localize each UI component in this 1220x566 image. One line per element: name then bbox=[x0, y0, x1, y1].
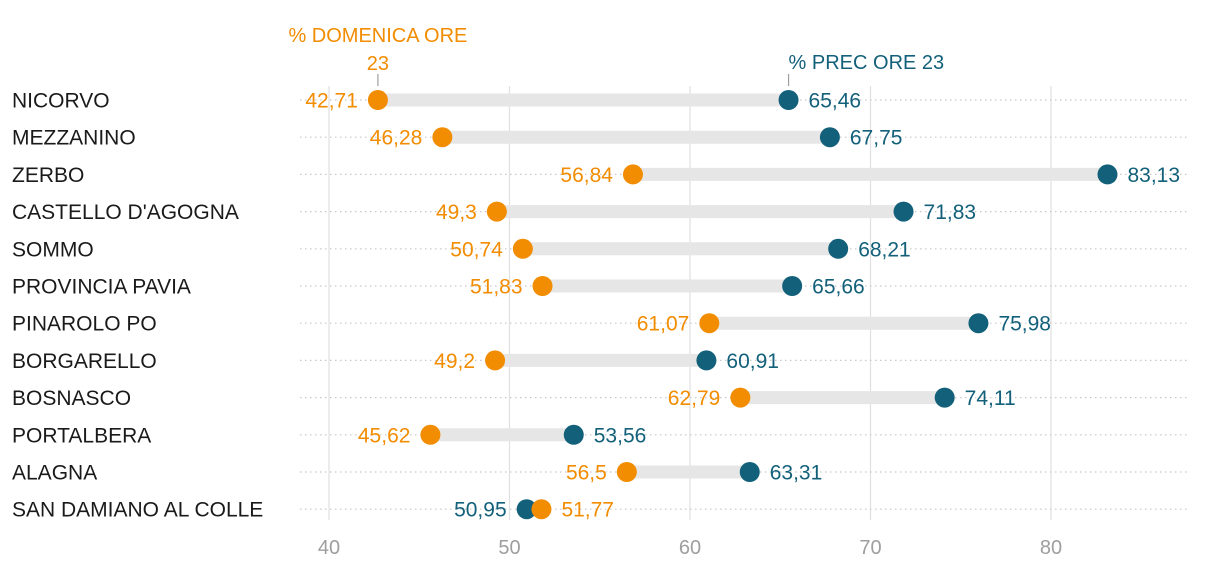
sunday-value-label: 45,62 bbox=[358, 424, 411, 447]
prev-point bbox=[968, 313, 989, 334]
prev-point bbox=[1097, 164, 1118, 185]
row-label: PROVINCIA PAVIA bbox=[12, 276, 191, 299]
prev-point bbox=[739, 462, 760, 482]
sunday-point bbox=[532, 276, 553, 296]
sunday-point bbox=[622, 164, 643, 185]
x-tick-label: 40 bbox=[318, 537, 340, 559]
label-layer: NICORVO 42,71 65,46 MEZZANINO 46,28 67,75 ZERB… bbox=[12, 90, 1180, 522]
sunday-value-label: 51,83 bbox=[470, 276, 523, 299]
row-label: SAN DAMIANO AL COLLE bbox=[12, 499, 263, 522]
sunday-point bbox=[699, 313, 720, 334]
dot-layer bbox=[367, 90, 1118, 520]
x-tick-label: 70 bbox=[859, 537, 881, 559]
row-label: BORGARELLO bbox=[12, 350, 157, 373]
prev-point bbox=[782, 276, 803, 296]
prev-value-label: 65,46 bbox=[809, 90, 862, 113]
sunday-value-label: 49,2 bbox=[434, 350, 475, 373]
row-label: CASTELLO D'AGOGNA bbox=[12, 201, 239, 224]
sunday-point bbox=[531, 499, 552, 520]
sunday-series-label: % DOMENICA ORE bbox=[288, 25, 467, 47]
row-label: MEZZANINO bbox=[12, 127, 136, 150]
sunday-value-label: 50,74 bbox=[450, 238, 503, 261]
prev-value-label: 68,21 bbox=[858, 238, 911, 261]
sunday-point bbox=[486, 201, 507, 222]
sunday-value-label: 56,84 bbox=[560, 164, 613, 187]
prev-value-label: 75,98 bbox=[998, 313, 1051, 336]
prev-point bbox=[828, 238, 849, 259]
prev-point bbox=[778, 90, 799, 110]
prev-value-label: 50,95 bbox=[454, 499, 507, 522]
bar-layer bbox=[377, 93, 1108, 516]
row-label: PINAROLO PO bbox=[12, 313, 157, 336]
sunday-point bbox=[420, 424, 441, 445]
sunday-point bbox=[367, 90, 388, 110]
sunday-value-label: 61,07 bbox=[637, 313, 690, 336]
prev-value-label: 83,13 bbox=[1127, 164, 1180, 187]
sunday-value-label: 46,28 bbox=[370, 127, 423, 150]
prev-point bbox=[934, 387, 955, 408]
prev-value-label: 65,66 bbox=[812, 276, 865, 299]
sunday-point bbox=[730, 387, 751, 408]
sunday-point bbox=[485, 350, 506, 371]
prev-series-label: % PREC ORE 23 bbox=[789, 52, 945, 74]
sunday-value-label: 56,5 bbox=[566, 462, 607, 485]
row-label: PORTALBERA bbox=[12, 424, 151, 447]
prev-point bbox=[893, 201, 914, 222]
prev-value-label: 74,11 bbox=[965, 387, 1016, 410]
prev-value-label: 63,31 bbox=[770, 462, 823, 485]
sunday-series-label: 23 bbox=[367, 53, 389, 75]
prev-point bbox=[563, 424, 584, 445]
prev-point bbox=[516, 499, 537, 520]
row-label: ALAGNA bbox=[12, 462, 97, 485]
legend-layer: % DOMENICA ORE 23 % PREC ORE 23 bbox=[288, 25, 944, 86]
prev-value-label: 71,83 bbox=[924, 201, 977, 224]
row-label: ZERBO bbox=[12, 164, 84, 187]
row-label: SOMMO bbox=[12, 238, 94, 261]
sunday-point bbox=[512, 238, 533, 259]
sunday-value-label: 49,3 bbox=[436, 201, 477, 224]
prev-value-label: 60,91 bbox=[726, 350, 779, 373]
row-label: BOSNASCO bbox=[12, 387, 131, 410]
x-tick-label: 80 bbox=[1040, 537, 1062, 559]
x-tick-label: 60 bbox=[679, 537, 701, 559]
prev-value-label: 53,56 bbox=[594, 424, 647, 447]
prev-point bbox=[696, 350, 717, 371]
prev-point bbox=[819, 127, 840, 148]
sunday-value-label: 62,79 bbox=[668, 387, 721, 410]
sunday-point bbox=[616, 462, 637, 482]
sunday-value-label: 51,77 bbox=[561, 499, 614, 522]
sunday-value-label: 42,71 bbox=[305, 90, 358, 113]
prev-value-label: 67,75 bbox=[850, 127, 903, 150]
sunday-point bbox=[432, 127, 453, 148]
row-label: NICORVO bbox=[12, 90, 110, 113]
x-tick-label: 50 bbox=[498, 537, 520, 559]
